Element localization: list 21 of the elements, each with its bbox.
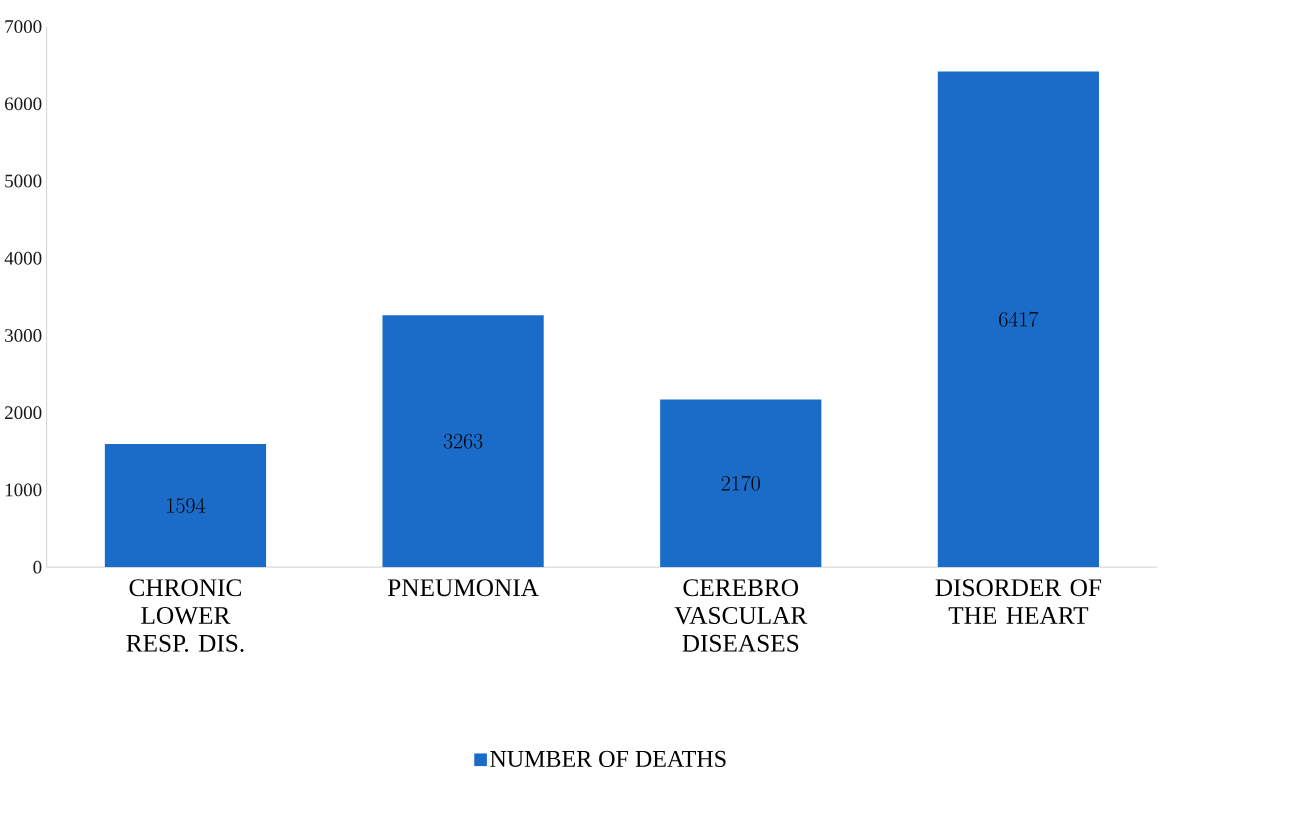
data-label: 1594: [167, 498, 206, 514]
y-tick-label: 6000: [5, 97, 42, 111]
bar: [937, 71, 1100, 568]
x-tick-label: PNEUMONIA: [387, 579, 539, 597]
data-label: 6417: [999, 311, 1039, 328]
x-tick-label: CHRONIC LOWER RESP. DIS.: [126, 579, 244, 653]
y-tick-label: 0: [33, 561, 42, 574]
y-tick-label: 1000: [5, 483, 42, 497]
x-tick-label: DISORDER OF THE HEART: [935, 579, 1102, 625]
bar: [104, 444, 267, 568]
y-tick-label: 7000: [5, 20, 42, 34]
bar: [382, 315, 544, 568]
data-label: 3263: [443, 434, 483, 449]
x-tick-label: CEREBRO VASCULAR DISEASES: [674, 579, 808, 653]
y-tick-label: 2000: [5, 406, 42, 420]
data-label: 2170: [721, 475, 760, 492]
y-tick-label: 4000: [4, 252, 42, 265]
legend-label: NUMBER OF DEATHS: [490, 751, 726, 768]
bar: [660, 399, 822, 568]
y-tick-label: 3000: [5, 329, 42, 343]
y-tick-label: 5000: [5, 174, 42, 188]
